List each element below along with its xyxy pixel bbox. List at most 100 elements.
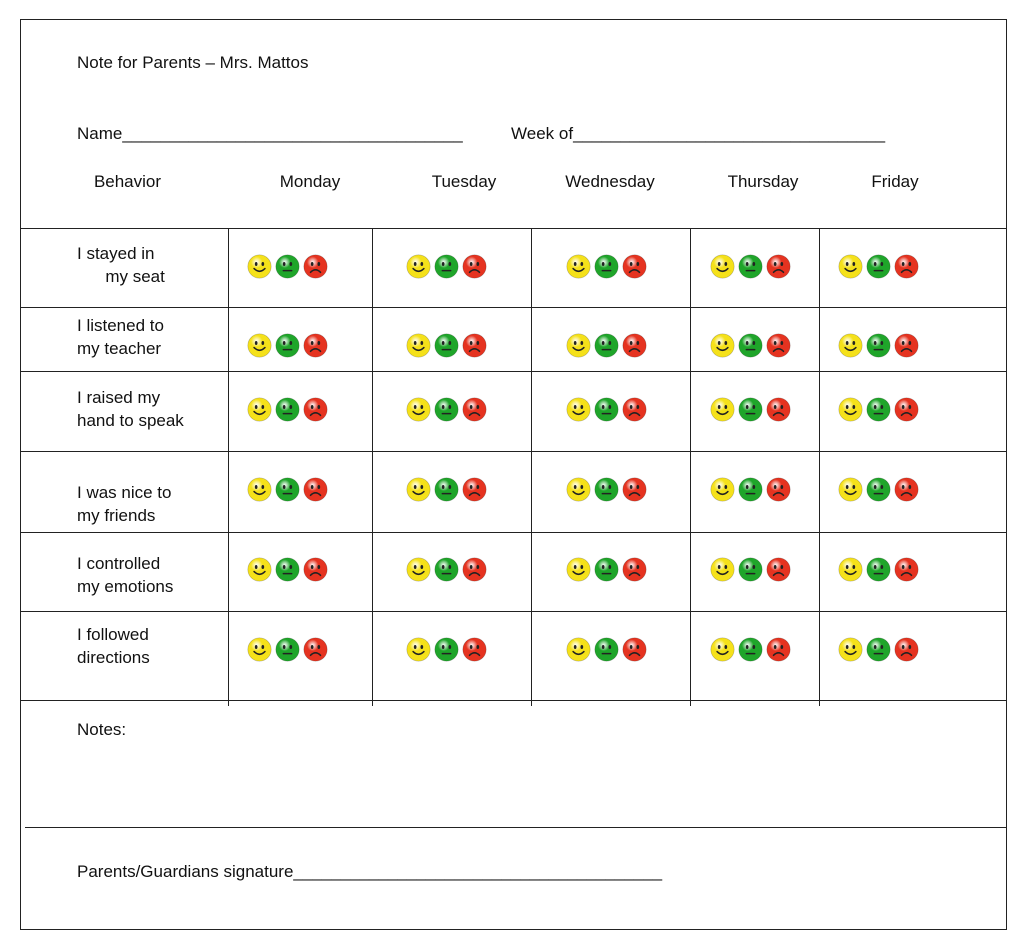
neutral-green-face-icon[interactable] [434, 637, 459, 662]
sad-red-face-icon[interactable] [622, 333, 647, 358]
happy-yellow-face-icon[interactable] [406, 333, 431, 358]
sad-red-face-icon[interactable] [766, 557, 791, 582]
happy-yellow-face-icon[interactable] [838, 397, 863, 422]
sad-red-face-icon[interactable] [462, 397, 487, 422]
sad-red-face-icon[interactable] [894, 254, 919, 279]
happy-yellow-face-icon[interactable] [838, 477, 863, 502]
neutral-green-face-icon[interactable] [434, 333, 459, 358]
happy-yellow-face-icon[interactable] [566, 397, 591, 422]
happy-yellow-face-icon[interactable] [838, 333, 863, 358]
happy-yellow-face-icon[interactable] [247, 397, 272, 422]
sad-red-face-icon[interactable] [766, 333, 791, 358]
border-top [20, 19, 1007, 20]
neutral-green-face-icon[interactable] [866, 397, 891, 422]
sad-red-face-icon[interactable] [894, 333, 919, 358]
happy-yellow-face-icon[interactable] [566, 557, 591, 582]
neutral-green-face-icon[interactable] [434, 397, 459, 422]
rating-face-group [406, 397, 487, 422]
neutral-green-face-icon[interactable] [866, 637, 891, 662]
neutral-green-face-icon[interactable] [434, 254, 459, 279]
happy-yellow-face-icon[interactable] [406, 254, 431, 279]
neutral-green-face-icon[interactable] [594, 254, 619, 279]
neutral-green-face-icon[interactable] [275, 637, 300, 662]
sad-red-face-icon[interactable] [622, 477, 647, 502]
neutral-green-face-icon[interactable] [594, 333, 619, 358]
table-column-rule [372, 228, 373, 706]
sad-red-face-icon[interactable] [303, 477, 328, 502]
sad-red-face-icon[interactable] [766, 397, 791, 422]
signature-field[interactable]: Parents/Guardians signature_____________… [77, 861, 662, 883]
neutral-green-face-icon[interactable] [738, 333, 763, 358]
sad-red-face-icon[interactable] [894, 637, 919, 662]
sad-red-face-icon[interactable] [622, 254, 647, 279]
happy-yellow-face-icon[interactable] [838, 254, 863, 279]
sad-red-face-icon[interactable] [622, 637, 647, 662]
sad-red-face-icon[interactable] [303, 637, 328, 662]
week-of-field[interactable]: Week of_________________________________ [511, 123, 885, 145]
neutral-green-face-icon[interactable] [275, 254, 300, 279]
happy-yellow-face-icon[interactable] [406, 477, 431, 502]
name-blank-line: ____________________________________ [122, 124, 463, 143]
sad-red-face-icon[interactable] [462, 477, 487, 502]
happy-yellow-face-icon[interactable] [247, 254, 272, 279]
happy-yellow-face-icon[interactable] [247, 477, 272, 502]
neutral-green-face-icon[interactable] [866, 254, 891, 279]
neutral-green-face-icon[interactable] [275, 477, 300, 502]
sad-red-face-icon[interactable] [462, 557, 487, 582]
happy-yellow-face-icon[interactable] [566, 477, 591, 502]
sad-red-face-icon[interactable] [303, 254, 328, 279]
happy-yellow-face-icon[interactable] [247, 557, 272, 582]
sad-red-face-icon[interactable] [462, 254, 487, 279]
happy-yellow-face-icon[interactable] [406, 397, 431, 422]
happy-yellow-face-icon[interactable] [247, 637, 272, 662]
happy-yellow-face-icon[interactable] [406, 637, 431, 662]
neutral-green-face-icon[interactable] [594, 397, 619, 422]
sad-red-face-icon[interactable] [303, 557, 328, 582]
neutral-green-face-icon[interactable] [738, 557, 763, 582]
happy-yellow-face-icon[interactable] [710, 254, 735, 279]
neutral-green-face-icon[interactable] [594, 477, 619, 502]
happy-yellow-face-icon[interactable] [566, 333, 591, 358]
neutral-green-face-icon[interactable] [434, 557, 459, 582]
name-field[interactable]: Name____________________________________ [77, 123, 463, 145]
happy-yellow-face-icon[interactable] [838, 557, 863, 582]
sad-red-face-icon[interactable] [766, 477, 791, 502]
table-row-rule [20, 611, 1006, 612]
neutral-green-face-icon[interactable] [594, 637, 619, 662]
sad-red-face-icon[interactable] [766, 637, 791, 662]
neutral-green-face-icon[interactable] [866, 333, 891, 358]
neutral-green-face-icon[interactable] [594, 557, 619, 582]
sad-red-face-icon[interactable] [894, 557, 919, 582]
happy-yellow-face-icon[interactable] [710, 397, 735, 422]
happy-yellow-face-icon[interactable] [710, 477, 735, 502]
sad-red-face-icon[interactable] [622, 397, 647, 422]
sad-red-face-icon[interactable] [462, 333, 487, 358]
happy-yellow-face-icon[interactable] [838, 637, 863, 662]
happy-yellow-face-icon[interactable] [710, 333, 735, 358]
sad-red-face-icon[interactable] [894, 397, 919, 422]
neutral-green-face-icon[interactable] [866, 477, 891, 502]
neutral-green-face-icon[interactable] [738, 637, 763, 662]
sad-red-face-icon[interactable] [462, 637, 487, 662]
happy-yellow-face-icon[interactable] [406, 557, 431, 582]
neutral-green-face-icon[interactable] [434, 477, 459, 502]
happy-yellow-face-icon[interactable] [247, 333, 272, 358]
happy-yellow-face-icon[interactable] [566, 254, 591, 279]
sad-red-face-icon[interactable] [303, 333, 328, 358]
neutral-green-face-icon[interactable] [866, 557, 891, 582]
neutral-green-face-icon[interactable] [275, 397, 300, 422]
happy-yellow-face-icon[interactable] [566, 637, 591, 662]
neutral-green-face-icon[interactable] [738, 397, 763, 422]
neutral-green-face-icon[interactable] [275, 557, 300, 582]
happy-yellow-face-icon[interactable] [710, 637, 735, 662]
notes-label: Notes: [77, 720, 127, 739]
sad-red-face-icon[interactable] [766, 254, 791, 279]
neutral-green-face-icon[interactable] [275, 333, 300, 358]
rating-face-group [247, 477, 328, 502]
happy-yellow-face-icon[interactable] [710, 557, 735, 582]
sad-red-face-icon[interactable] [894, 477, 919, 502]
sad-red-face-icon[interactable] [303, 397, 328, 422]
neutral-green-face-icon[interactable] [738, 254, 763, 279]
neutral-green-face-icon[interactable] [738, 477, 763, 502]
sad-red-face-icon[interactable] [622, 557, 647, 582]
